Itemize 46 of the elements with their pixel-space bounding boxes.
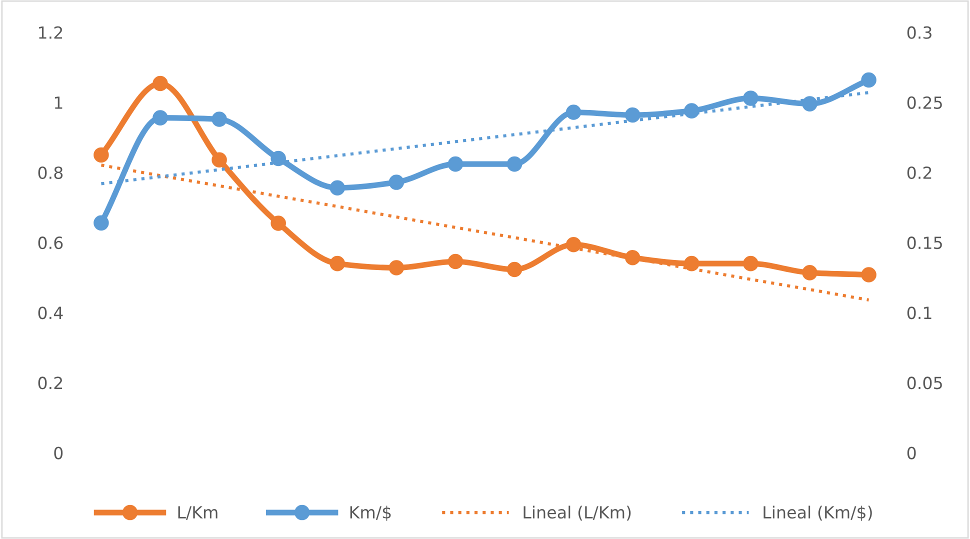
point	[270, 150, 286, 166]
y2-tick-label: 0.3	[907, 26, 932, 39]
point	[861, 267, 876, 282]
y-tick-label: 0.8	[38, 166, 63, 180]
point	[212, 112, 227, 127]
legend-label: L/Km	[178, 506, 218, 520]
legend-label: Km/$	[350, 506, 391, 521]
point	[861, 72, 876, 88]
point	[624, 107, 640, 123]
y2-tick-label: 0.05	[907, 376, 942, 390]
point	[684, 103, 700, 118]
y-tick-label: 1	[54, 96, 62, 109]
point	[448, 156, 464, 172]
legend-label: Lineal (Km/$)	[764, 506, 872, 521]
point	[94, 147, 109, 163]
point	[624, 250, 640, 266]
point	[212, 152, 227, 168]
point	[94, 215, 109, 231]
point	[388, 174, 404, 190]
y2-tick-label: 0.25	[907, 96, 942, 109]
y2-tick-label: 0.1	[907, 306, 932, 320]
point	[330, 256, 346, 272]
point	[566, 104, 582, 120]
y2-tick-label: 0	[907, 446, 916, 460]
y-tick-label: 0.6	[38, 236, 63, 250]
y-tick-label: 0.4	[38, 306, 63, 320]
y-tick-label: 0.2	[38, 376, 62, 390]
point	[684, 256, 700, 272]
point	[566, 237, 582, 252]
point	[802, 96, 818, 112]
point	[448, 254, 464, 270]
point	[270, 216, 286, 231]
point	[506, 156, 522, 172]
point	[743, 90, 758, 106]
point	[743, 256, 758, 272]
y-tick-label: 1.2	[39, 26, 62, 39]
y2-tick-label: 0.15	[907, 236, 942, 250]
y2-tick-label: 0.2	[907, 166, 932, 180]
y-tick-label: 0	[54, 446, 63, 460]
point	[152, 110, 168, 126]
point	[152, 76, 168, 92]
point	[330, 180, 346, 196]
legend-label: Lineal (L/Km)	[524, 506, 631, 521]
point	[506, 262, 522, 278]
point	[388, 260, 404, 276]
point	[802, 265, 818, 280]
